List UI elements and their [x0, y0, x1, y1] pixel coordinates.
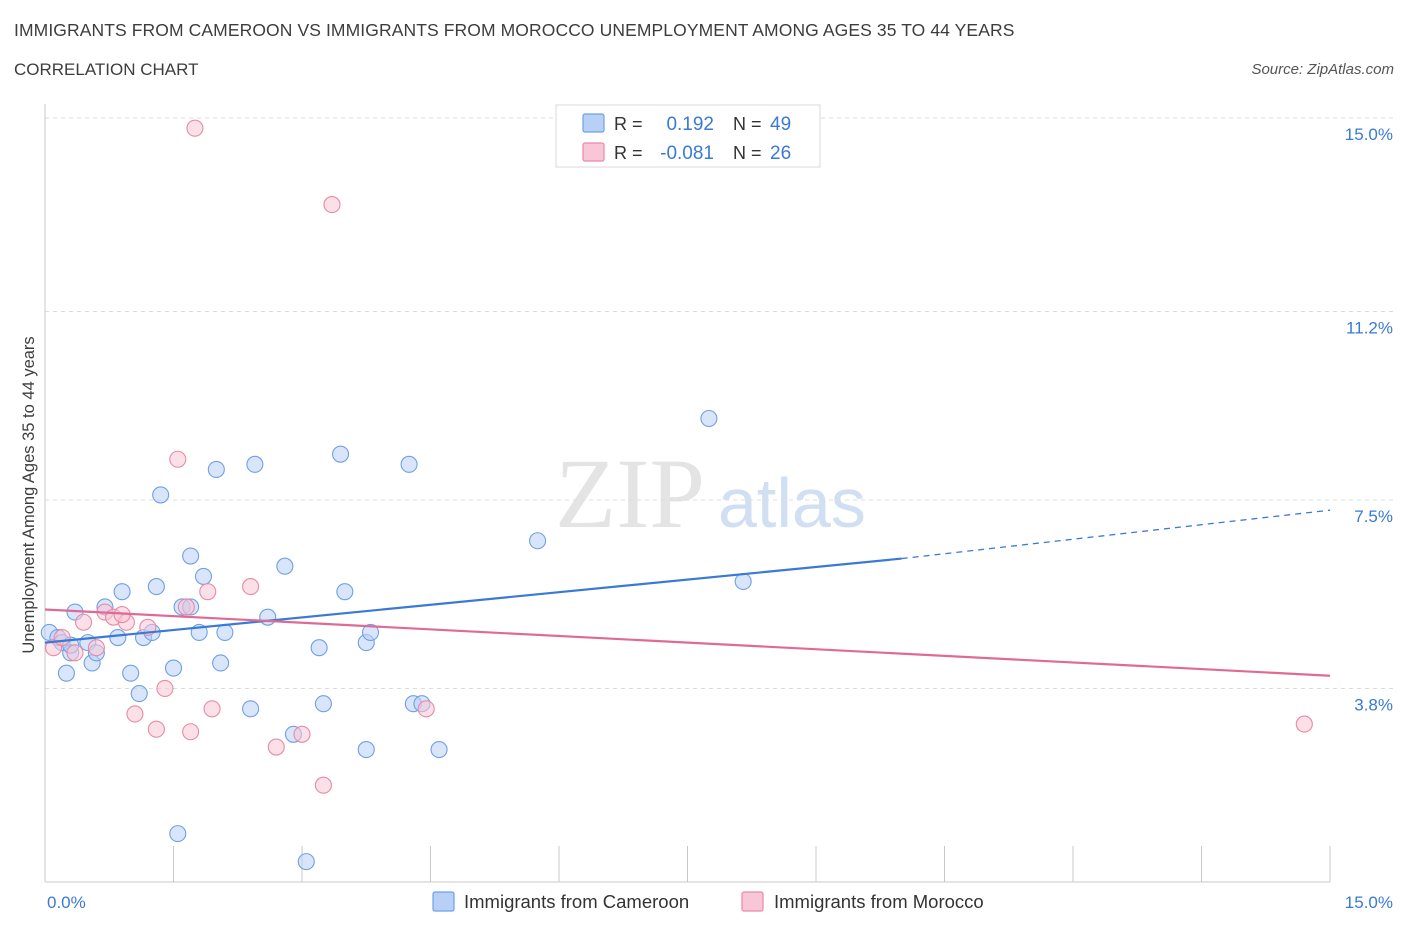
watermark-atlas: atlas — [718, 464, 866, 542]
data-point — [216, 623, 234, 641]
stats-n-label-cameroon: N = — [733, 114, 762, 134]
data-point — [186, 119, 204, 137]
y-tick-label: 11.2% — [1346, 319, 1393, 338]
legend-label-cameroon: Immigrants from Cameroon — [464, 891, 689, 912]
stats-n-label-morocco: N = — [733, 143, 762, 163]
data-point — [147, 720, 165, 738]
data-point — [109, 628, 127, 647]
trend-line-morocco — [44, 608, 1331, 677]
stats-legend: R = 0.192 N = 49 R = -0.081 N = 26 — [555, 104, 821, 168]
data-point — [246, 455, 264, 473]
series-legend: Immigrants from Cameroon Immigrants from… — [432, 891, 984, 912]
data-point — [212, 654, 230, 672]
data-point — [314, 776, 332, 794]
data-point — [57, 664, 75, 682]
y-tick-label: 15.0% — [1345, 125, 1393, 144]
data-point — [417, 700, 435, 718]
data-point — [276, 557, 294, 575]
chart-source: Source: ZipAtlas.com — [1251, 61, 1394, 78]
x-ticks — [173, 846, 1331, 882]
stats-r-label-morocco: R = — [614, 143, 643, 163]
data-point — [53, 628, 71, 647]
stats-r-value-cameroon: 0.192 — [666, 114, 714, 135]
data-point — [87, 639, 105, 657]
legend-label-morocco: Immigrants from Morocco — [774, 891, 984, 912]
data-point — [734, 572, 752, 591]
data-point — [122, 664, 140, 682]
data-point — [297, 853, 315, 871]
data-point — [130, 684, 148, 703]
data-point — [182, 547, 200, 565]
data-point — [182, 723, 200, 741]
trend-line-cameroon — [44, 557, 902, 644]
data-point — [259, 608, 277, 626]
data-point — [529, 532, 547, 550]
watermark: ZIP atlas — [555, 438, 866, 549]
data-point — [242, 578, 260, 596]
x-tick-label: 0.0% — [47, 893, 86, 912]
data-point — [75, 613, 93, 631]
chart-subtitle: CORRELATION CHART — [14, 60, 199, 79]
data-point — [314, 695, 332, 713]
data-point — [242, 700, 260, 718]
data-point — [357, 741, 375, 759]
stats-r-value-morocco: -0.081 — [660, 143, 714, 164]
gridlines — [45, 117, 1395, 689]
y-tick-labels: 15.0% 11.2% 7.5% 3.8% — [1345, 125, 1393, 714]
data-point — [156, 679, 174, 698]
data-point — [169, 825, 187, 843]
y-axis-label: Unemployment Among Ages 35 to 44 years — [20, 336, 38, 653]
data-point — [1295, 715, 1313, 733]
x-tick-labels: 0.0% 15.0% — [47, 893, 1393, 912]
x-tick-label: 15.0% — [1345, 893, 1393, 912]
y-tick-label: 7.5% — [1354, 507, 1393, 526]
data-point — [169, 450, 187, 468]
stats-legend-swatch-cameroon — [582, 113, 605, 133]
data-point — [177, 598, 195, 616]
data-point — [152, 486, 170, 504]
stats-r-label-cameroon: R = — [614, 114, 643, 134]
stats-n-value-cameroon: 49 — [770, 114, 791, 135]
data-point — [700, 409, 718, 428]
data-point — [400, 455, 418, 473]
data-point — [66, 644, 84, 662]
data-point — [293, 725, 311, 743]
legend-swatch-cameroon — [432, 891, 455, 912]
legend-swatch-morocco — [741, 891, 764, 912]
stats-legend-swatch-morocco — [582, 142, 605, 162]
data-point — [361, 623, 380, 641]
data-point — [199, 583, 217, 601]
data-point — [323, 196, 341, 214]
y-tick-label: 3.8% — [1354, 695, 1393, 714]
data-point — [207, 460, 225, 478]
trend-line-extension — [901, 509, 1331, 560]
data-point — [430, 741, 448, 759]
data-point — [267, 738, 285, 756]
data-point — [113, 583, 131, 601]
data-point — [336, 583, 354, 601]
data-point — [331, 445, 350, 463]
data-point — [147, 578, 165, 596]
data-point — [310, 639, 328, 657]
watermark-zip: ZIP — [555, 438, 705, 549]
data-point — [126, 705, 144, 723]
stats-n-value-morocco: 26 — [770, 143, 791, 164]
chart-title: IMMIGRANTS FROM CAMEROON VS IMMIGRANTS F… — [14, 20, 1015, 40]
data-point — [194, 567, 213, 585]
trend-lines — [44, 509, 1331, 677]
data-point — [203, 700, 221, 718]
data-point — [164, 659, 183, 677]
